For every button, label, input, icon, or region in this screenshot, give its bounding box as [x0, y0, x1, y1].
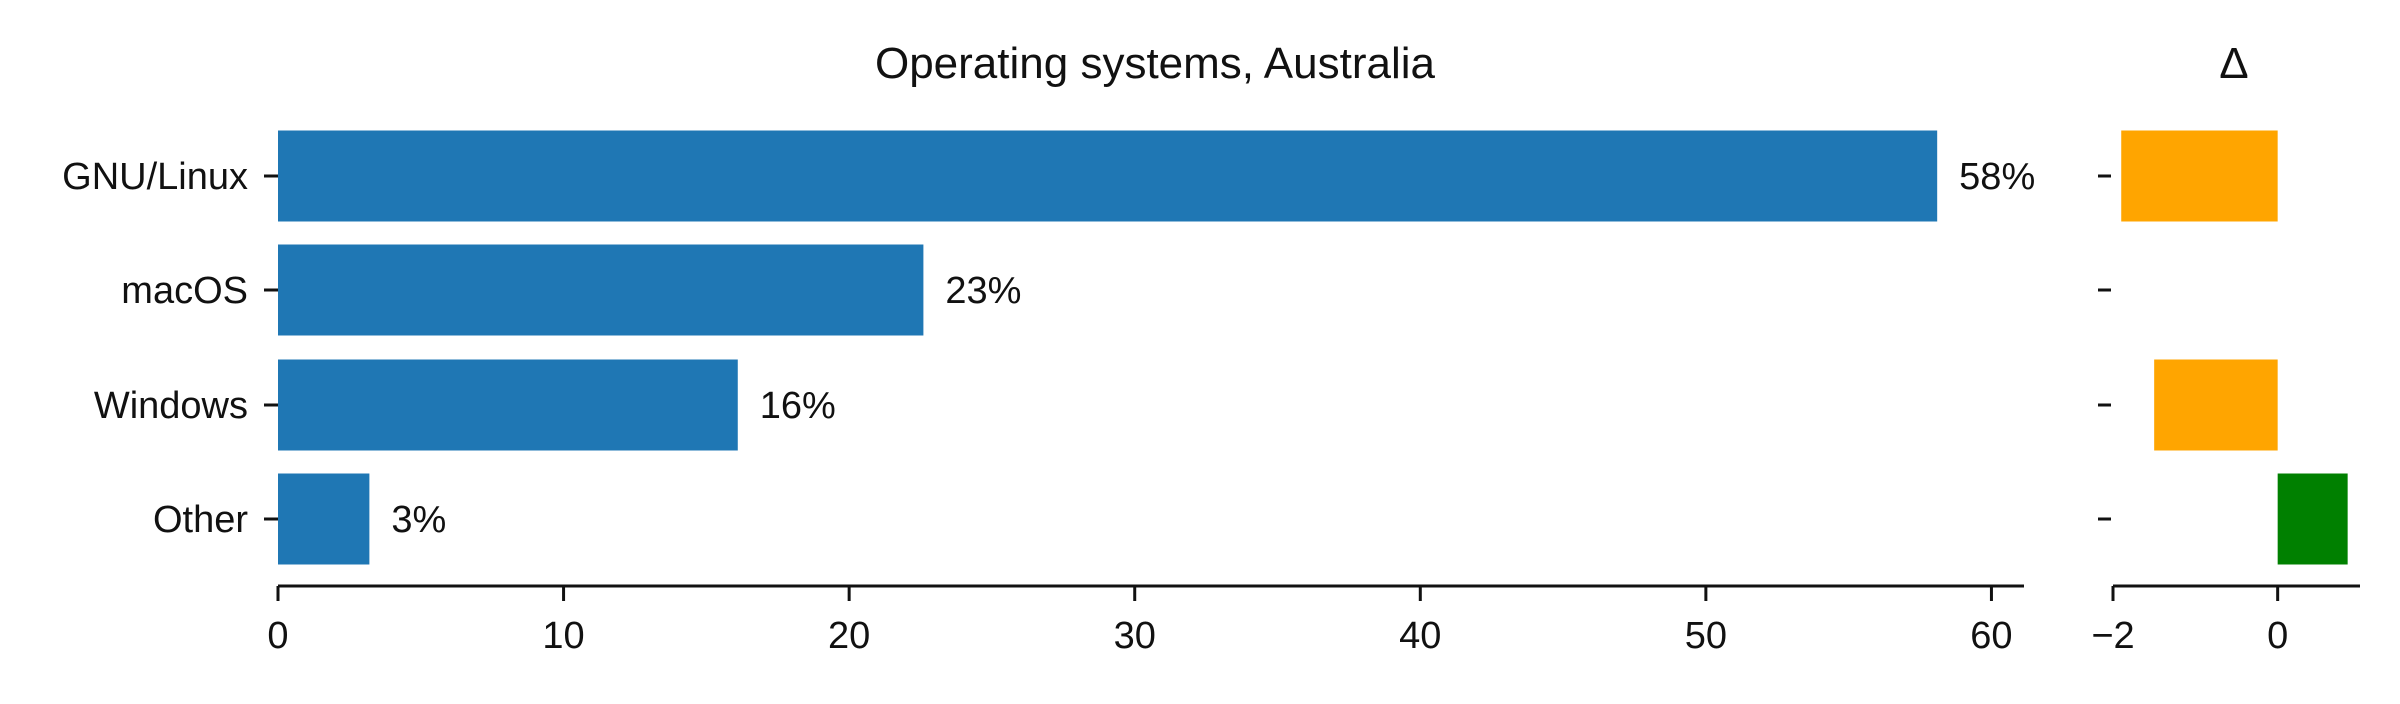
main-value-label-other: 3% [391, 499, 446, 541]
main-x-tick-label: 40 [1399, 615, 1441, 657]
delta-chart-title: Δ [2219, 39, 2248, 88]
main-x-tick-label: 0 [267, 615, 288, 657]
delta-bar-gnu-linux [2121, 130, 2278, 222]
main-chart-title: Operating systems, Australia [875, 39, 1436, 88]
delta-x-tick-label: −2 [2091, 615, 2134, 657]
main-x-axis: 0 10 20 30 40 50 60 [267, 584, 2024, 657]
main-y-tick-label-other: Other [153, 499, 248, 541]
main-x-tick-label: 10 [542, 615, 584, 657]
delta-y-axis [2098, 174, 2111, 521]
main-chart-panel: Operating systems, Australia 58% 23% 16% 3%… [62, 39, 2035, 657]
main-value-label-macos: 23% [945, 270, 1021, 312]
main-y-axis: GNU/Linux macOS Windows Other [62, 156, 278, 541]
main-bars [278, 130, 1938, 565]
main-bar-other [278, 473, 370, 565]
main-x-tick-label: 20 [828, 615, 870, 657]
main-value-label-windows: 16% [760, 385, 836, 427]
main-x-tick-label: 60 [1970, 615, 2012, 657]
main-y-tick-label-windows: Windows [94, 385, 248, 427]
main-x-tick-label: 50 [1685, 615, 1727, 657]
delta-x-axis: −2 0 [2091, 584, 2360, 657]
delta-x-tick-label: 0 [2267, 615, 2288, 657]
delta-bar-windows [2154, 359, 2278, 451]
delta-bars [2121, 130, 2348, 565]
main-value-labels: 58% 23% 16% 3% [391, 156, 2035, 541]
main-y-tick-label-gnu-linux: GNU/Linux [62, 156, 248, 198]
main-bar-macos [278, 244, 924, 336]
main-x-tick-label: 30 [1114, 615, 1156, 657]
main-bar-gnu-linux [278, 130, 1938, 222]
main-bar-windows [278, 359, 738, 451]
delta-chart-panel: Δ −2 0 [2091, 39, 2360, 657]
main-y-tick-label-macos: macOS [121, 270, 248, 312]
delta-bar-other [2277, 473, 2348, 565]
main-value-label-gnu-linux: 58% [1959, 156, 2035, 198]
